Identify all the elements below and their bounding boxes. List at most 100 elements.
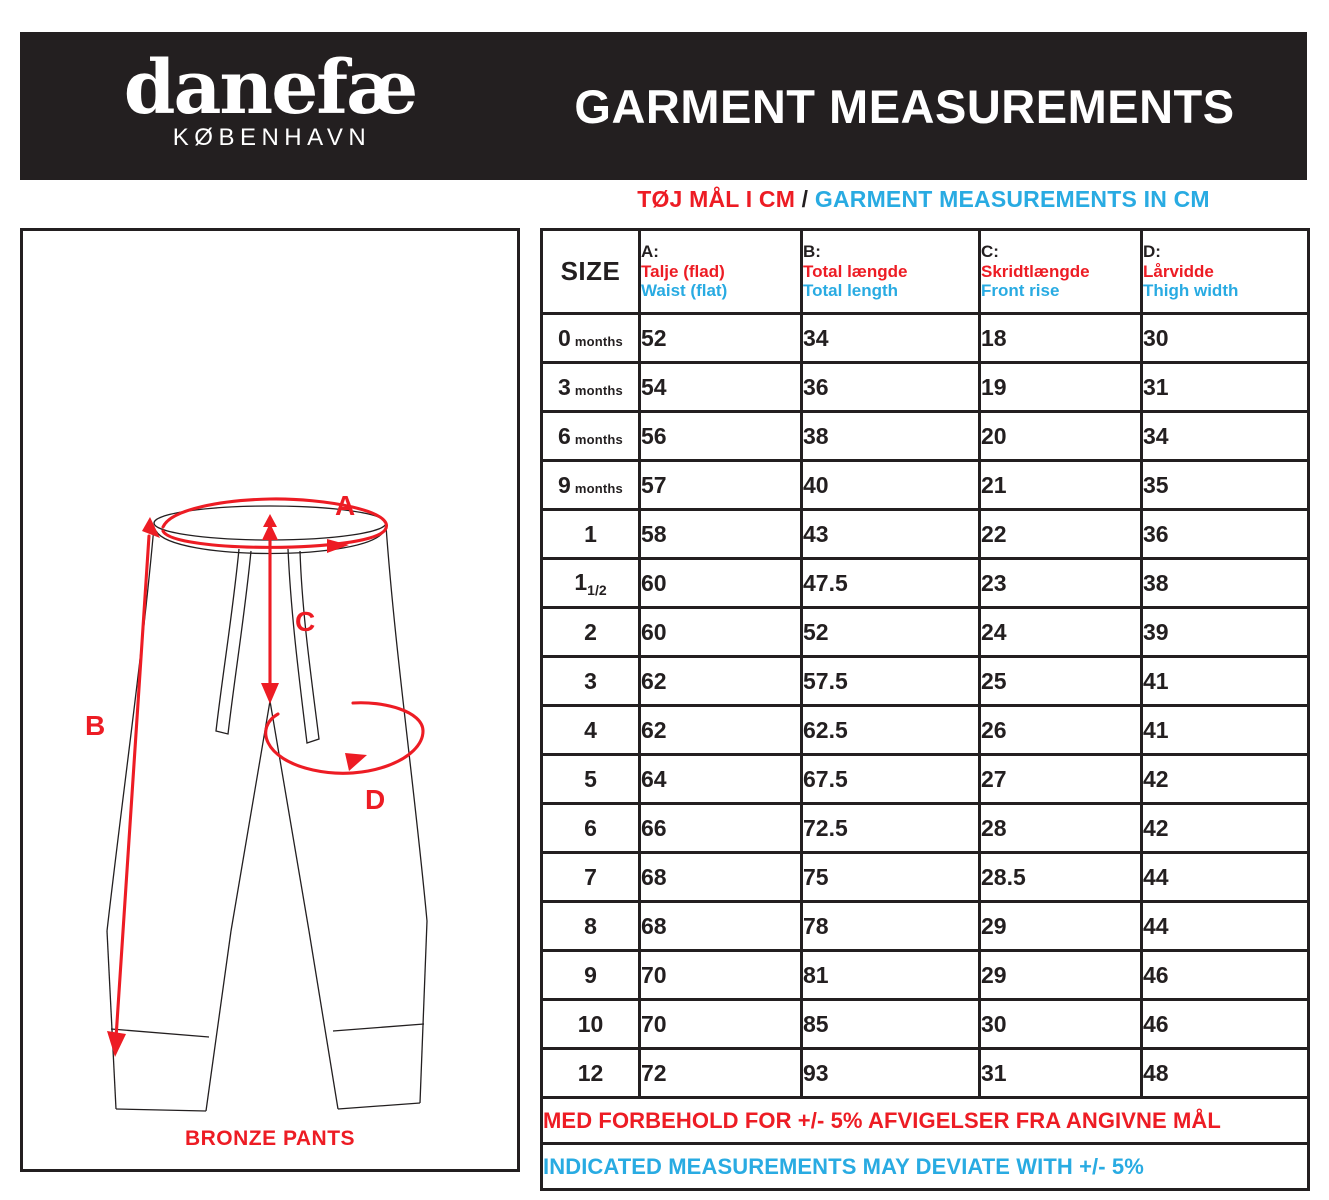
- note-danish: MED FORBEHOLD FOR +/- 5% AFVIGELSER FRA …: [540, 1096, 1310, 1145]
- cell-c: 22: [978, 508, 1143, 560]
- size-value: 4: [584, 716, 597, 743]
- cell-d: 30: [1140, 312, 1310, 364]
- cell-c: 28: [978, 802, 1143, 854]
- table-row: 6 66 72.5 28 42: [540, 802, 1310, 854]
- cell-size: 0 months: [540, 312, 641, 364]
- cell-size: 7: [540, 851, 641, 903]
- cell-d: 41: [1140, 704, 1310, 756]
- cell-c: 29: [978, 949, 1143, 1001]
- size-value: 3: [584, 667, 597, 694]
- cell-b: 38: [800, 410, 981, 462]
- cell-size: 11/2: [540, 557, 641, 609]
- label-d: D: [365, 784, 385, 815]
- table-row: 9 months 57 40 21 35: [540, 459, 1310, 511]
- size-value: 8: [584, 912, 597, 939]
- size-value: 1: [584, 520, 597, 547]
- cell-b: 93: [800, 1047, 981, 1099]
- cell-b: 78: [800, 900, 981, 952]
- cell-c: 19: [978, 361, 1143, 413]
- table-row: 12 72 93 31 48: [540, 1047, 1310, 1099]
- cell-c: 29: [978, 900, 1143, 952]
- size-fraction: 1/2: [587, 581, 607, 598]
- cell-size: 8: [540, 900, 641, 952]
- measurement-arrows: [113, 497, 425, 1055]
- pants-diagram: A B C D: [85, 490, 428, 1112]
- cell-d: 42: [1140, 802, 1310, 854]
- cell-c: 21: [978, 459, 1143, 511]
- cell-d: 41: [1140, 655, 1310, 707]
- table-row: 7 68 75 28.5 44: [540, 851, 1310, 903]
- cell-c: 20: [978, 410, 1143, 462]
- header-b-letter: B:: [803, 241, 821, 261]
- brand-logo: danefæ KØBENHAVN: [20, 44, 520, 158]
- note-english: INDICATED MEASUREMENTS MAY DEVIATE WITH …: [540, 1142, 1310, 1191]
- thigh-width-measure-line: [264, 701, 425, 775]
- brand-name: danefæ: [123, 44, 419, 131]
- pants-outline: [106, 505, 428, 1112]
- cell-b: 57.5: [800, 655, 981, 707]
- cell-d: 42: [1140, 753, 1310, 805]
- cell-a: 62: [638, 704, 803, 756]
- header-d-english: Thigh width: [1143, 281, 1239, 301]
- cell-c: 27: [978, 753, 1143, 805]
- table-row: 3 62 57.5 25 41: [540, 655, 1310, 707]
- cell-b: 34: [800, 312, 981, 364]
- table-row: 2 60 52 24 39: [540, 606, 1310, 658]
- page-title: GARMENT MEASUREMENTS: [574, 79, 1235, 133]
- cell-size: 6 months: [540, 410, 641, 462]
- garment-name-label: BRONZE PANTS: [184, 1127, 356, 1150]
- table-row: 6 months 56 38 20 34: [540, 410, 1310, 462]
- size-unit: months: [574, 431, 623, 447]
- header-b-danish: Total længde: [803, 261, 908, 281]
- table-row: 1 58 43 22 36: [540, 508, 1310, 560]
- size-value: 5: [584, 765, 597, 792]
- cell-size: 9 months: [540, 459, 641, 511]
- cell-b: 52: [800, 606, 981, 658]
- table-row: 9 70 81 29 46: [540, 949, 1310, 1001]
- header-c-danish: Skridtlængde: [981, 261, 1090, 281]
- size-value: 10: [577, 1010, 604, 1037]
- size-value: 7: [584, 863, 597, 890]
- cell-d: 46: [1140, 998, 1310, 1050]
- cell-a: 54: [638, 361, 803, 413]
- size-value: 6: [558, 422, 571, 449]
- cell-size: 3 months: [540, 361, 641, 413]
- cell-size: 10: [540, 998, 641, 1050]
- table-header-row: SIZE A: Talje (flad) Waist (flat) B: Tot…: [540, 228, 1310, 315]
- cell-size: 1: [540, 508, 641, 560]
- cell-size: 12: [540, 1047, 641, 1099]
- cell-d: 31: [1140, 361, 1310, 413]
- header-d-letter: D:: [1143, 241, 1161, 261]
- cell-d: 39: [1140, 606, 1310, 658]
- cell-a: 68: [638, 851, 803, 903]
- header-size: SIZE: [540, 228, 641, 315]
- cell-a: 57: [638, 459, 803, 511]
- cell-c: 30: [978, 998, 1143, 1050]
- measurements-table: SIZE A: Talje (flad) Waist (flat) B: Tot…: [540, 228, 1310, 1191]
- note-row-danish: MED FORBEHOLD FOR +/- 5% AFVIGELSER FRA …: [540, 1096, 1310, 1145]
- cell-a: 66: [638, 802, 803, 854]
- header-d-danish: Lårvidde: [1143, 261, 1214, 281]
- size-unit: months: [574, 382, 623, 398]
- cell-size: 3: [540, 655, 641, 707]
- header-b-english: Total length: [803, 281, 899, 301]
- cell-b: 85: [800, 998, 981, 1050]
- cell-a: 62: [638, 655, 803, 707]
- cell-b: 62.5: [800, 704, 981, 756]
- cell-b: 36: [800, 361, 981, 413]
- header-col-c: C: Skridtlængde Front rise: [978, 228, 1143, 315]
- header-a-english: Waist (flat): [641, 281, 728, 301]
- size-value: 0: [558, 324, 571, 351]
- table-row: 3 months 54 36 19 31: [540, 361, 1310, 413]
- size-value: 2: [584, 618, 597, 645]
- size-unit: months: [574, 333, 623, 349]
- cell-a: 56: [638, 410, 803, 462]
- cell-d: 36: [1140, 508, 1310, 560]
- cell-c: 26: [978, 704, 1143, 756]
- cell-c: 31: [978, 1047, 1143, 1099]
- cell-b: 47.5: [800, 557, 981, 609]
- header-banner: danefæ KØBENHAVN GARMENT MEASUREMENTS: [20, 32, 1307, 180]
- units-caption-danish: TØJ MÅL I CM: [637, 186, 796, 212]
- cell-c: 18: [978, 312, 1143, 364]
- cell-size: 4: [540, 704, 641, 756]
